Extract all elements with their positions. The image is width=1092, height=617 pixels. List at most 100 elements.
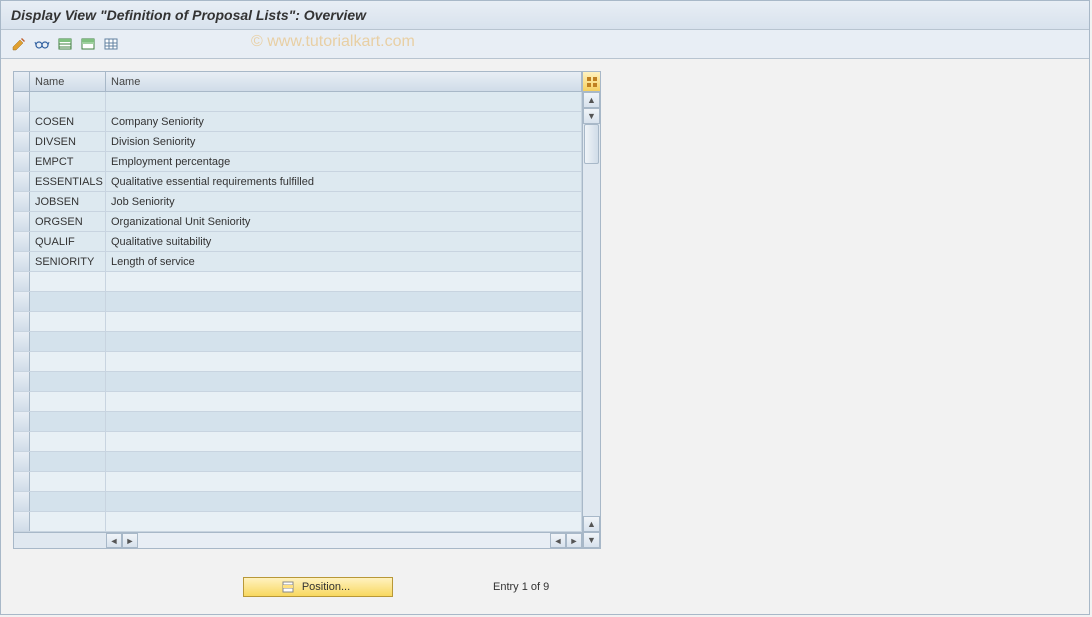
row-selector-header[interactable] — [14, 72, 30, 91]
table-select-icon[interactable] — [55, 34, 75, 54]
scroll-left-end-button[interactable]: ◄ — [550, 533, 566, 548]
table-main: Name Name COSENCompany SeniorityDIVSENDi… — [14, 72, 582, 548]
table-row[interactable]: DIVSENDivision Seniority — [14, 132, 582, 152]
table-row-empty[interactable] — [14, 432, 582, 452]
scroll-right-button[interactable]: ► — [122, 533, 138, 548]
cell-desc: Employment percentage — [106, 152, 582, 171]
table-container: Name Name COSENCompany SeniorityDIVSENDi… — [13, 71, 601, 549]
cell-code — [30, 492, 106, 511]
cell-code: COSEN — [30, 112, 106, 131]
page-title: Display View "Definition of Proposal Lis… — [1, 1, 1089, 30]
table-row[interactable]: EMPCTEmployment percentage — [14, 152, 582, 172]
scroll-down-button[interactable]: ▼ — [583, 108, 600, 124]
row-selector[interactable] — [14, 252, 30, 271]
cell-desc: Job Seniority — [106, 192, 582, 211]
row-selector[interactable] — [14, 472, 30, 491]
cell-code — [30, 472, 106, 491]
row-selector[interactable] — [14, 392, 30, 411]
cell-desc — [106, 332, 582, 351]
hscroll-spacer — [14, 533, 106, 548]
cell-code: SENIORITY — [30, 252, 106, 271]
cell-code — [30, 312, 106, 331]
glasses-icon[interactable] — [32, 34, 52, 54]
row-selector[interactable] — [14, 152, 30, 171]
position-icon — [282, 580, 296, 594]
table-row[interactable]: JOBSENJob Seniority — [14, 192, 582, 212]
cell-code: JOBSEN — [30, 192, 106, 211]
table-row-empty[interactable] — [14, 272, 582, 292]
cell-desc — [106, 432, 582, 451]
cell-code — [30, 372, 106, 391]
scroll-up-button[interactable]: ▲ — [583, 92, 600, 108]
table-row-empty[interactable] — [14, 352, 582, 372]
row-selector[interactable] — [14, 192, 30, 211]
row-selector[interactable] — [14, 132, 30, 151]
scroll-up-end-button[interactable]: ▲ — [583, 516, 600, 532]
table-row[interactable]: ORGSENOrganizational Unit Seniority — [14, 212, 582, 232]
row-selector[interactable] — [14, 212, 30, 231]
table-row-empty[interactable] — [14, 512, 582, 532]
cell-desc — [106, 512, 582, 531]
vscroll-thumb[interactable] — [584, 124, 599, 164]
column-header-code[interactable]: Name — [30, 72, 106, 91]
table-row-empty[interactable] — [14, 412, 582, 432]
row-selector[interactable] — [14, 92, 30, 111]
row-selector[interactable] — [14, 352, 30, 371]
table-config-icon[interactable] — [583, 72, 600, 92]
row-selector[interactable] — [14, 272, 30, 291]
column-header-desc[interactable]: Name — [106, 72, 582, 91]
cell-code — [30, 332, 106, 351]
table-row[interactable] — [14, 92, 582, 112]
table-row[interactable]: QUALIFQualitative suitability — [14, 232, 582, 252]
table-settings-icon[interactable] — [101, 34, 121, 54]
row-selector[interactable] — [14, 172, 30, 191]
table-row-empty[interactable] — [14, 452, 582, 472]
hscroll-track[interactable] — [138, 533, 550, 548]
cell-code — [30, 352, 106, 371]
row-selector[interactable] — [14, 432, 30, 451]
scroll-right-end-button[interactable]: ► — [566, 533, 582, 548]
table-row[interactable]: ESSENTIALSQualitative essential requirem… — [14, 172, 582, 192]
row-selector[interactable] — [14, 292, 30, 311]
row-selector[interactable] — [14, 312, 30, 331]
table-row-empty[interactable] — [14, 292, 582, 312]
table-row-empty[interactable] — [14, 392, 582, 412]
cell-desc: Organizational Unit Seniority — [106, 212, 582, 231]
cell-code — [30, 412, 106, 431]
cell-code — [30, 432, 106, 451]
table-header: Name Name — [14, 72, 582, 92]
table-row-empty[interactable] — [14, 372, 582, 392]
row-selector[interactable] — [14, 112, 30, 131]
row-selector[interactable] — [14, 372, 30, 391]
cell-code — [30, 292, 106, 311]
table-row[interactable]: SENIORITYLength of service — [14, 252, 582, 272]
table-row-empty[interactable] — [14, 472, 582, 492]
vscroll-track[interactable] — [583, 124, 600, 516]
row-selector[interactable] — [14, 512, 30, 531]
row-selector[interactable] — [14, 332, 30, 351]
table-row-empty[interactable] — [14, 332, 582, 352]
table-row-empty[interactable] — [14, 492, 582, 512]
cell-desc — [106, 292, 582, 311]
scroll-down-end-button[interactable]: ▼ — [583, 532, 600, 548]
entry-count-text: Entry 1 of 9 — [493, 581, 549, 593]
row-selector[interactable] — [14, 492, 30, 511]
content-area: Name Name COSENCompany SeniorityDIVSENDi… — [1, 59, 1089, 614]
cell-desc: Qualitative essential requirements fulfi… — [106, 172, 582, 191]
table-first-icon[interactable] — [78, 34, 98, 54]
cell-code — [30, 392, 106, 411]
cell-desc — [106, 272, 582, 291]
table-row[interactable]: COSENCompany Seniority — [14, 112, 582, 132]
position-button[interactable]: Position... — [243, 577, 393, 597]
cell-desc — [106, 312, 582, 331]
row-selector[interactable] — [14, 452, 30, 471]
row-selector[interactable] — [14, 412, 30, 431]
cell-desc — [106, 92, 582, 111]
table-row-empty[interactable] — [14, 312, 582, 332]
cell-code: DIVSEN — [30, 132, 106, 151]
cell-code: ESSENTIALS — [30, 172, 106, 191]
scroll-left-button[interactable]: ◄ — [106, 533, 122, 548]
edit-icon[interactable] — [9, 34, 29, 54]
row-selector[interactable] — [14, 232, 30, 251]
cell-code: ORGSEN — [30, 212, 106, 231]
